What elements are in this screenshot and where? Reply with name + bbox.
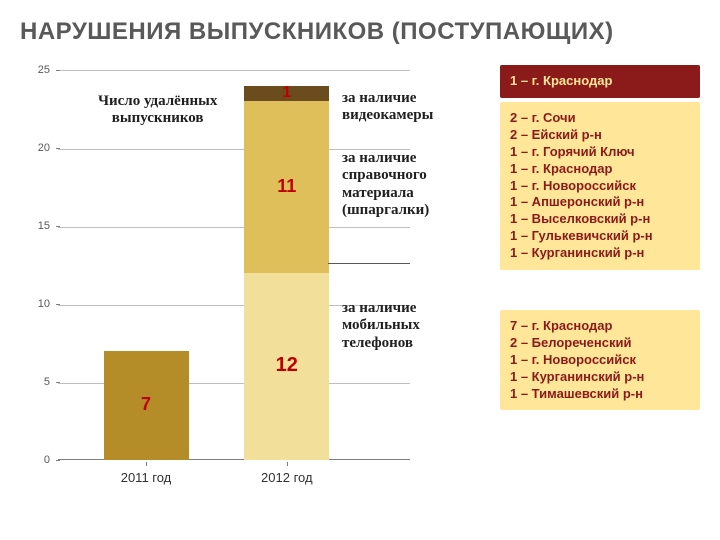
caption-line1: Число удалённых <box>98 93 217 109</box>
segment-label: 1 <box>282 84 291 102</box>
callout-box-3: 7 – г. Краснодар2 – Белореченский1 – г. … <box>500 310 700 410</box>
y-tick-mark <box>56 148 60 149</box>
bar-group: 12111 <box>244 86 329 460</box>
segment-label: 12 <box>276 354 298 377</box>
callout-line: 2 – Белореченский <box>510 335 690 352</box>
bar-segment: 1 <box>244 86 329 102</box>
chart: 712111 05101520252011 год2012 год <box>30 70 410 500</box>
y-tick-label: 0 <box>30 454 50 466</box>
y-tick-mark <box>56 304 60 305</box>
y-tick-mark <box>56 70 60 71</box>
callout-line: 1 – г. Новороссийск <box>510 178 690 195</box>
bars-layer: 712111 <box>58 70 410 460</box>
callout-line: 1 – г. Новороссийск <box>510 352 690 369</box>
x-tick-label: 2012 год <box>261 470 313 485</box>
y-tick-mark <box>56 226 60 227</box>
callout-box-2: 2 – г. Сочи2 – Ейский р-н1 – г. Горячий … <box>500 102 700 270</box>
callout-line: 1 – Тимашевский р-н <box>510 386 690 403</box>
slide-root: НАРУШЕНИЯ ВЫПУСКНИКОВ (ПОСТУПАЮЩИХ) 7 12 1… <box>0 0 720 540</box>
callout-box-1: 1 – г. Краснодар <box>500 65 700 98</box>
callout-line: 2 – г. Сочи <box>510 110 690 127</box>
y-tick-label: 5 <box>30 376 50 388</box>
x-tick-mark <box>287 462 288 466</box>
bar-group: 7 <box>104 351 189 460</box>
y-tick-mark <box>56 382 60 383</box>
x-tick-mark <box>146 462 147 466</box>
y-tick-mark <box>56 460 60 461</box>
callout-line: 1 – Апшеронский р-н <box>510 194 690 211</box>
y-tick-label: 25 <box>30 64 50 76</box>
anno-divider <box>328 263 410 264</box>
bar-segment: 11 <box>244 101 329 273</box>
y-tick-label: 20 <box>30 142 50 154</box>
y-tick-label: 10 <box>30 298 50 310</box>
segment-label: 7 <box>141 394 151 415</box>
callout-line: 1 – Гулькевичский р-н <box>510 228 690 245</box>
anno-video: за наличие видеокамеры <box>342 90 433 125</box>
callout-line: 1 – Курганинский р-н <box>510 369 690 386</box>
callout-line: 1 – г. Краснодар <box>510 161 690 178</box>
callout-line: 2 – Ейский р-н <box>510 127 690 144</box>
callout-line: 1 – Курганинский р-н <box>510 245 690 262</box>
bar-segment: 12 <box>244 273 329 460</box>
callout-line: 1 – Выселковский р-н <box>510 211 690 228</box>
anno-notes: за наличие справочного материала (шпарга… <box>342 150 429 219</box>
page-title: НАРУШЕНИЯ ВЫПУСКНИКОВ (ПОСТУПАЮЩИХ) <box>20 18 614 46</box>
y-tick-label: 15 <box>30 220 50 232</box>
callout-line: 1 – г. Краснодар <box>510 73 690 90</box>
bar-segment: 7 <box>104 351 189 460</box>
chart-caption: Число удалённых выпускников <box>98 93 217 128</box>
anno-phones: за наличие мобильных телефонов <box>342 300 420 352</box>
callout-line: 1 – г. Горячий Ключ <box>510 144 690 161</box>
caption-line2: выпускников <box>112 110 204 126</box>
segment-label: 11 <box>277 176 296 197</box>
x-tick-label: 2011 год <box>121 470 172 485</box>
callout-line: 7 – г. Краснодар <box>510 318 690 335</box>
